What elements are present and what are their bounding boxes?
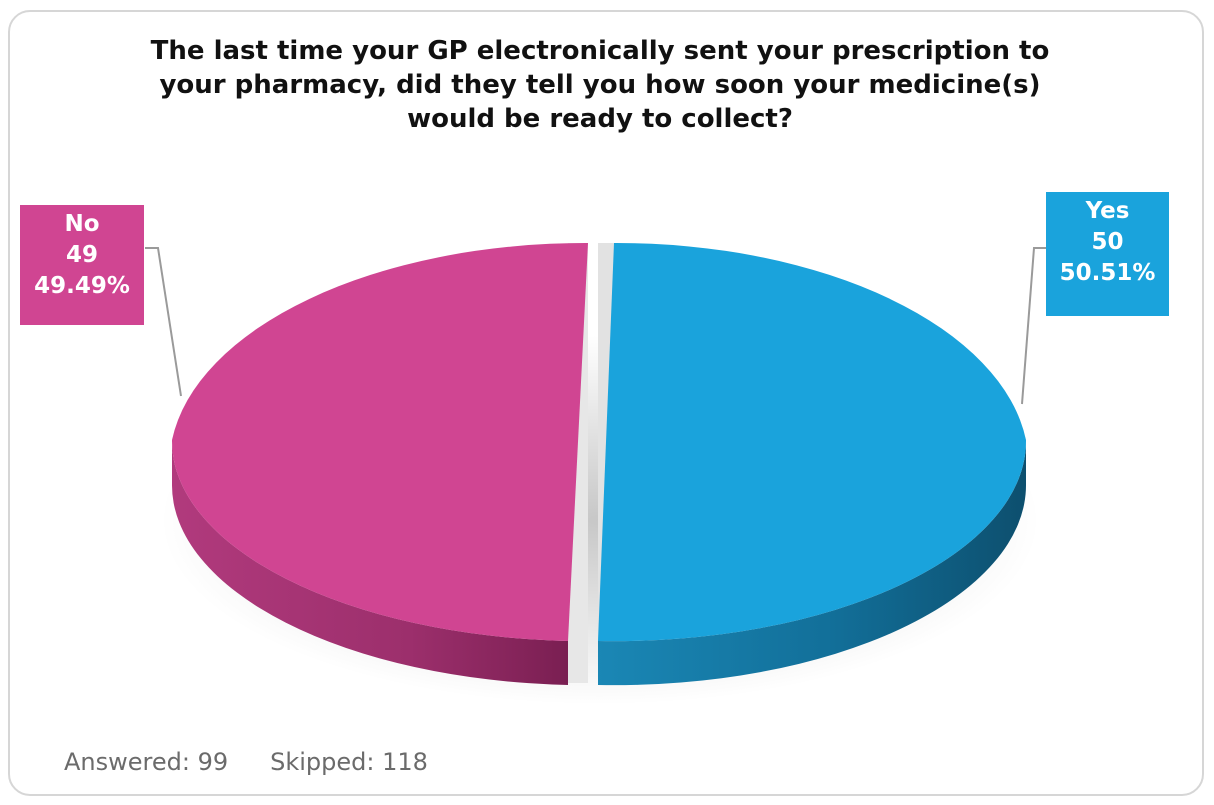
response-summary: Answered: 99 Skipped: 118 — [64, 748, 428, 776]
chart-title-line-3: would be ready to collect? — [407, 104, 793, 134]
leader-line-yes — [1021, 247, 1046, 405]
answered-count: Answered: 99 — [64, 748, 229, 776]
skipped-count: Skipped: 118 — [270, 748, 428, 776]
data-label-yes-count: 50 — [1091, 229, 1124, 255]
data-label-yes-name: Yes — [1085, 198, 1130, 224]
leader-line-no — [145, 247, 182, 397]
chart-title: The last time your GP electronically sen… — [100, 34, 1100, 136]
data-label-yes-percent: 50.51% — [1059, 260, 1156, 286]
data-label-no-count: 49 — [65, 242, 98, 268]
data-label-yes: Yes 50 50.51% — [1046, 192, 1169, 316]
data-label-no: No 49 49.49% — [20, 205, 144, 325]
pie-slice-no — [171, 242, 588, 641]
chart-title-line-1: The last time your GP electronically sen… — [150, 36, 1050, 66]
pie-side-yes — [598, 440, 1027, 686]
data-label-no-name: No — [64, 211, 100, 237]
data-label-no-percent: 49.49% — [34, 273, 130, 299]
chart-title-line-2: your pharmacy, did they tell you how soo… — [159, 70, 1041, 100]
pie-side-no — [171, 440, 568, 685]
pie-slice-yes — [598, 242, 1027, 642]
